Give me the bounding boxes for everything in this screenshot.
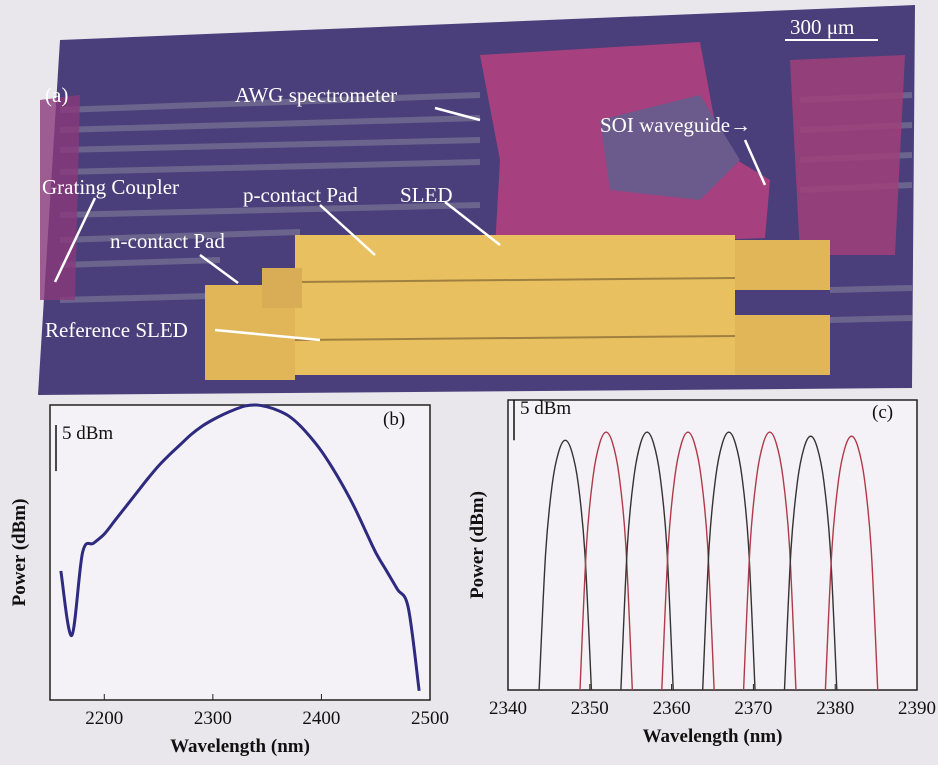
y-axis-label: Power (dBm) xyxy=(467,491,488,599)
micrograph: (a) 300 μm AWG spectrometer SOI waveguid… xyxy=(38,5,915,395)
x-tick-label: 2370 xyxy=(734,698,772,719)
x-tick-label: 2500 xyxy=(411,708,449,729)
label: Reference SLED xyxy=(45,318,188,342)
x-tick-label: 2350 xyxy=(571,698,609,719)
label: p-contact Pad xyxy=(243,183,358,207)
x-tick-label: 2200 xyxy=(85,708,123,729)
right-pad xyxy=(735,240,830,290)
scale-bar-label: 5 dBm xyxy=(520,398,571,419)
panel-label: (b) xyxy=(383,409,405,430)
right-pad xyxy=(735,315,830,375)
x-axis-label: Wavelength (nm) xyxy=(643,726,783,747)
plot-area xyxy=(50,405,430,700)
label: SOI waveguide→ xyxy=(600,113,751,137)
n-pad-contact xyxy=(262,268,302,308)
label: n-contact Pad xyxy=(110,229,225,253)
right-coupler xyxy=(790,55,905,255)
x-tick-label: 2340 xyxy=(489,698,527,719)
scale-label: 300 μm xyxy=(790,15,854,39)
label: Grating Coupler xyxy=(42,175,179,199)
x-tick-label: 2300 xyxy=(194,708,232,729)
x-axis-label: Wavelength (nm) xyxy=(170,736,310,757)
x-tick-label: 2360 xyxy=(653,698,691,719)
figure: (a) 300 μm AWG spectrometer SOI waveguid… xyxy=(0,0,938,765)
x-tick-label: 2380 xyxy=(816,698,854,719)
panel-label: (c) xyxy=(872,402,893,423)
x-tick-label: 2400 xyxy=(302,708,340,729)
y-axis-label: Power (dBm) xyxy=(9,499,30,607)
x-tick-label: 2390 xyxy=(898,698,936,719)
panel-label: (a) xyxy=(45,83,68,107)
label: AWG spectrometer xyxy=(235,83,397,107)
chart: 2200 2300 2400 2500 Wavelength (nm) Power (dB… xyxy=(9,405,449,757)
label: SLED xyxy=(400,183,453,207)
chart: 2340 2350 2360 2370 2380 2390 Wavelength (nm) P… xyxy=(467,398,936,747)
scale-bar-label: 5 dBm xyxy=(62,423,113,444)
sled-pad xyxy=(295,235,735,375)
